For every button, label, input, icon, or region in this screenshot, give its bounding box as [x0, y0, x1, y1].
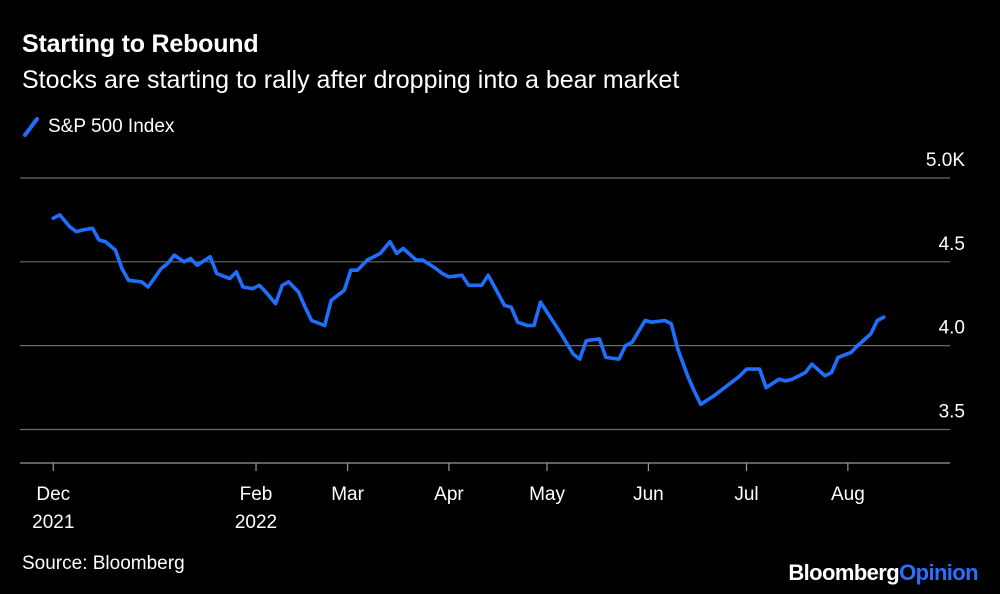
legend: S&P 500 Index [22, 116, 174, 138]
x-tick-label: Jul [734, 484, 758, 505]
y-tick-label: 4.5 [939, 234, 965, 255]
x-tick-sublabel: 2022 [235, 512, 277, 533]
y-tick-label: 3.5 [939, 401, 965, 422]
y-tick-label: 4.0 [939, 318, 965, 339]
logo-accent: Opinion [899, 560, 979, 585]
source-note: Source: Bloomberg [22, 553, 185, 574]
x-tick-sublabel: 2021 [32, 512, 74, 533]
bloomberg-opinion-logo: BloombergOpinion [788, 560, 978, 586]
x-tick-label: Mar [331, 484, 364, 505]
x-axis: Dec 2021 Feb 2022 Mar Apr May Jun Jul Aug [20, 462, 950, 533]
legend-label: S&P 500 Index [48, 116, 175, 137]
series-line-sp500 [51, 213, 886, 407]
series-layer [51, 213, 886, 407]
gridlines [20, 177, 950, 431]
y-axis-ticks: 3.5 4.0 4.5 5.0K [926, 150, 965, 422]
y-tick-label: 5.0K [926, 150, 965, 171]
x-tick-label: Jun [633, 484, 664, 505]
chart-subtitle: Stocks are starting to rally after dropp… [22, 66, 680, 94]
logo-main: Bloomberg [788, 560, 900, 585]
chart-title: Starting to Rebound [22, 30, 259, 58]
x-tick-label: May [529, 484, 565, 505]
x-tick-label: Aug [831, 484, 865, 505]
x-tick-label: Apr [434, 484, 464, 505]
legend-swatch-icon [23, 117, 39, 137]
x-tick-label: Feb [240, 484, 273, 505]
x-tick-label: Dec [36, 484, 70, 505]
